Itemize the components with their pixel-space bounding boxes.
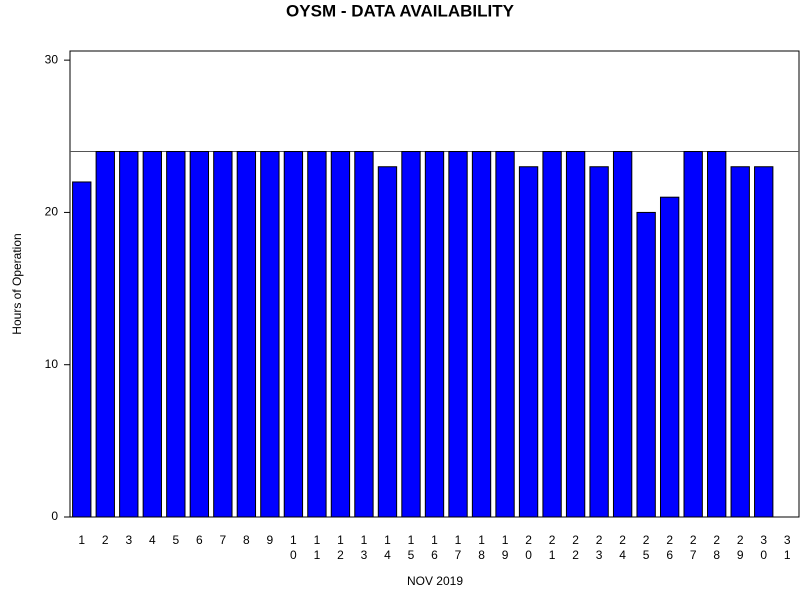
x-tick-label: 6 [196,533,203,547]
bar [565,151,586,518]
y-axis-label: Hours of Operation [10,233,24,334]
bar [166,151,186,518]
bar [142,151,162,518]
x-tick-label: 1 [78,533,85,547]
bar [95,151,115,518]
bar [213,151,233,518]
bar [72,181,92,518]
x-tick-label: 5 [172,533,179,547]
x-tick-label: 7 [220,533,227,547]
bar [354,151,374,518]
y-tick-label: 0 [51,509,58,523]
bar [401,151,421,518]
bar [542,151,562,518]
y-tick-label: 30 [45,52,59,66]
bar [683,151,703,518]
bar [471,151,492,518]
bar [659,196,680,518]
bar [448,151,468,518]
bar [589,166,609,518]
bar [189,151,210,518]
bar [495,151,515,518]
bar [377,166,398,518]
bar [754,166,774,518]
bar [518,166,539,518]
x-tick-label: 2 [102,533,109,547]
bar [424,151,445,518]
x-axis-label: NOV 2019 [407,574,463,588]
bar [636,211,656,518]
bar [730,166,750,518]
bar [260,151,280,518]
bar [330,151,351,518]
bar [307,151,327,518]
x-tick-label: 4 [149,533,156,547]
x-tick-label: 3 [125,533,132,547]
chart-title: OYSM - DATA AVAILABILITY [286,1,515,20]
bar [612,151,633,518]
bar [707,151,727,518]
bar [236,151,257,518]
x-tick-label: 8 [243,533,250,547]
bar [283,151,304,518]
y-tick-label: 20 [45,205,59,219]
x-tick-label: 9 [267,533,274,547]
bar [119,151,139,518]
y-tick-label: 10 [45,357,59,371]
